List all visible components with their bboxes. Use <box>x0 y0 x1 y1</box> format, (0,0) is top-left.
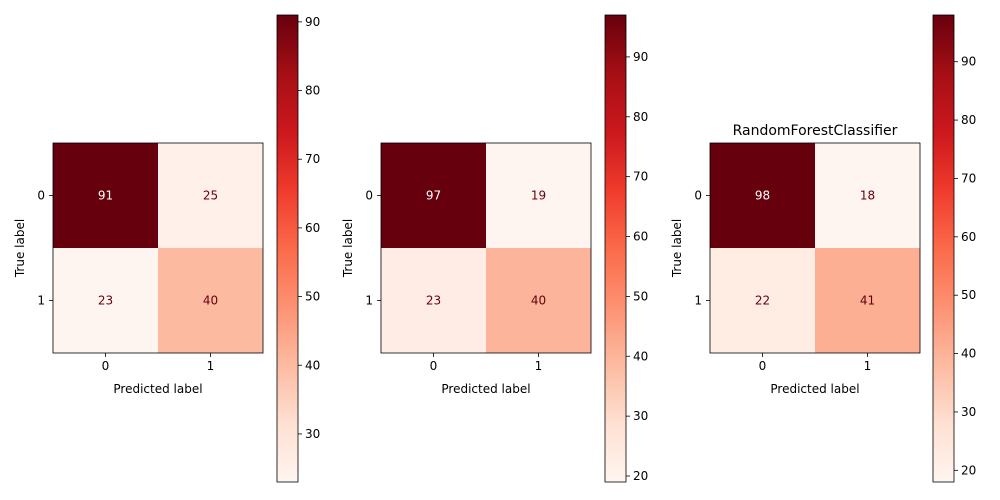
panel3-cell-r1-c1 <box>815 248 920 353</box>
panel2-colorbar-tick-label-0: 20 <box>633 469 648 483</box>
panel1-colorbar <box>276 14 299 483</box>
panel2-colorbar-tick-label-4: 60 <box>633 230 648 244</box>
panel3-colorbar-tick-label-7: 90 <box>961 55 976 69</box>
panel3-xlabel: Predicted label <box>770 382 859 396</box>
panel2-xlabel: Predicted label <box>441 382 530 396</box>
panel3-colorbar <box>932 14 955 483</box>
panel3-cell-r0-c1 <box>815 143 920 248</box>
panel1-colorbar-tick-label-3: 60 <box>305 221 320 235</box>
panel1-cell-r1-c1 <box>158 248 263 353</box>
panel1-ytick-label-1: 1 <box>37 294 45 308</box>
panel1-cell-r1-c0 <box>53 248 158 353</box>
panel3-cell-r0-c0 <box>710 143 815 248</box>
panel3-xtick-label-0: 0 <box>759 359 767 373</box>
panel3-ylabel: True label <box>670 219 684 278</box>
panel3-colorbar-tick-label-6: 80 <box>961 113 976 127</box>
panel2-cell-r1-c0 <box>381 248 486 353</box>
panel3-frame <box>709 142 921 354</box>
panel3-colorbar-tick-label-1: 30 <box>961 405 976 419</box>
panel3-ytick-label-0: 0 <box>694 189 702 203</box>
panel2-frame <box>380 142 592 354</box>
panel3-ytick-label-1: 1 <box>694 294 702 308</box>
panel2-colorbar <box>604 14 627 483</box>
panel2-value-r1-c1: 40 <box>531 294 546 308</box>
panel2-value-r0-c1: 19 <box>531 189 546 203</box>
panel3-value-r0-c1: 18 <box>860 189 875 203</box>
panel3-colorbar-tick-label-5: 70 <box>961 171 976 185</box>
panel3-colorbar-tick-label-0: 20 <box>961 463 976 477</box>
panel1-ytick-label-0: 0 <box>37 189 45 203</box>
panel2-colorbar-tick-label-6: 80 <box>633 110 648 124</box>
panel2-colorbar-tick-label-3: 50 <box>633 289 648 303</box>
panel3-value-r1-c0: 22 <box>755 294 770 308</box>
panel1-cell-r0-c0 <box>53 143 158 248</box>
panel1-frame <box>52 142 264 354</box>
panel2-xtick-label-1: 1 <box>535 359 543 373</box>
panel2-cell-r0-c1 <box>486 143 591 248</box>
panel1-colorbar-tick-label-5: 80 <box>305 84 320 98</box>
panel2-value-r0-c0: 97 <box>426 189 441 203</box>
panel2-cell-r1-c1 <box>486 248 591 353</box>
panel2-value-r1-c0: 23 <box>426 294 441 308</box>
panel2-ylabel: True label <box>341 219 355 278</box>
panel3-colorbar-tick-label-3: 50 <box>961 288 976 302</box>
panel2-colorbar-tick-label-2: 40 <box>633 349 648 363</box>
panel2-colorbar-tick-label-7: 90 <box>633 50 648 64</box>
panel2-colorbar-tick-label-5: 70 <box>633 170 648 184</box>
panel1-ylabel: True label <box>13 219 27 278</box>
panel1-cell-r0-c1 <box>158 143 263 248</box>
panel2-ytick-label-1: 1 <box>365 294 373 308</box>
panel1-value-r0-c1: 25 <box>203 189 218 203</box>
panel2-xtick-label-0: 0 <box>430 359 438 373</box>
panel3-xtick-label-1: 1 <box>864 359 872 373</box>
panel2-cell-r0-c0 <box>381 143 486 248</box>
panel1-colorbar-tick-label-6: 90 <box>305 15 320 29</box>
panel1-colorbar-tick-label-1: 40 <box>305 358 320 372</box>
panel3-title: RandomForestClassifier <box>733 123 898 139</box>
panel2-ytick-label-0: 0 <box>365 189 373 203</box>
panel1-xtick-label-0: 0 <box>102 359 110 373</box>
panel1-value-r1-c1: 40 <box>203 294 218 308</box>
panel1-colorbar-tick-label-4: 70 <box>305 152 320 166</box>
panel1-value-r1-c0: 23 <box>98 294 113 308</box>
panel1-xtick-label-1: 1 <box>207 359 215 373</box>
panel3-value-r0-c0: 98 <box>755 189 770 203</box>
panel3-cell-r1-c0 <box>710 248 815 353</box>
panel3-value-r1-c1: 41 <box>860 294 875 308</box>
panel3-colorbar-tick-label-2: 40 <box>961 347 976 361</box>
panel1-colorbar-tick-label-0: 30 <box>305 427 320 441</box>
panel3-colorbar-tick-label-4: 60 <box>961 230 976 244</box>
panel1-value-r0-c0: 91 <box>98 189 113 203</box>
panel1-xlabel: Predicted label <box>113 382 202 396</box>
panel2-colorbar-tick-label-1: 30 <box>633 409 648 423</box>
panel1-colorbar-tick-label-2: 50 <box>305 290 320 304</box>
